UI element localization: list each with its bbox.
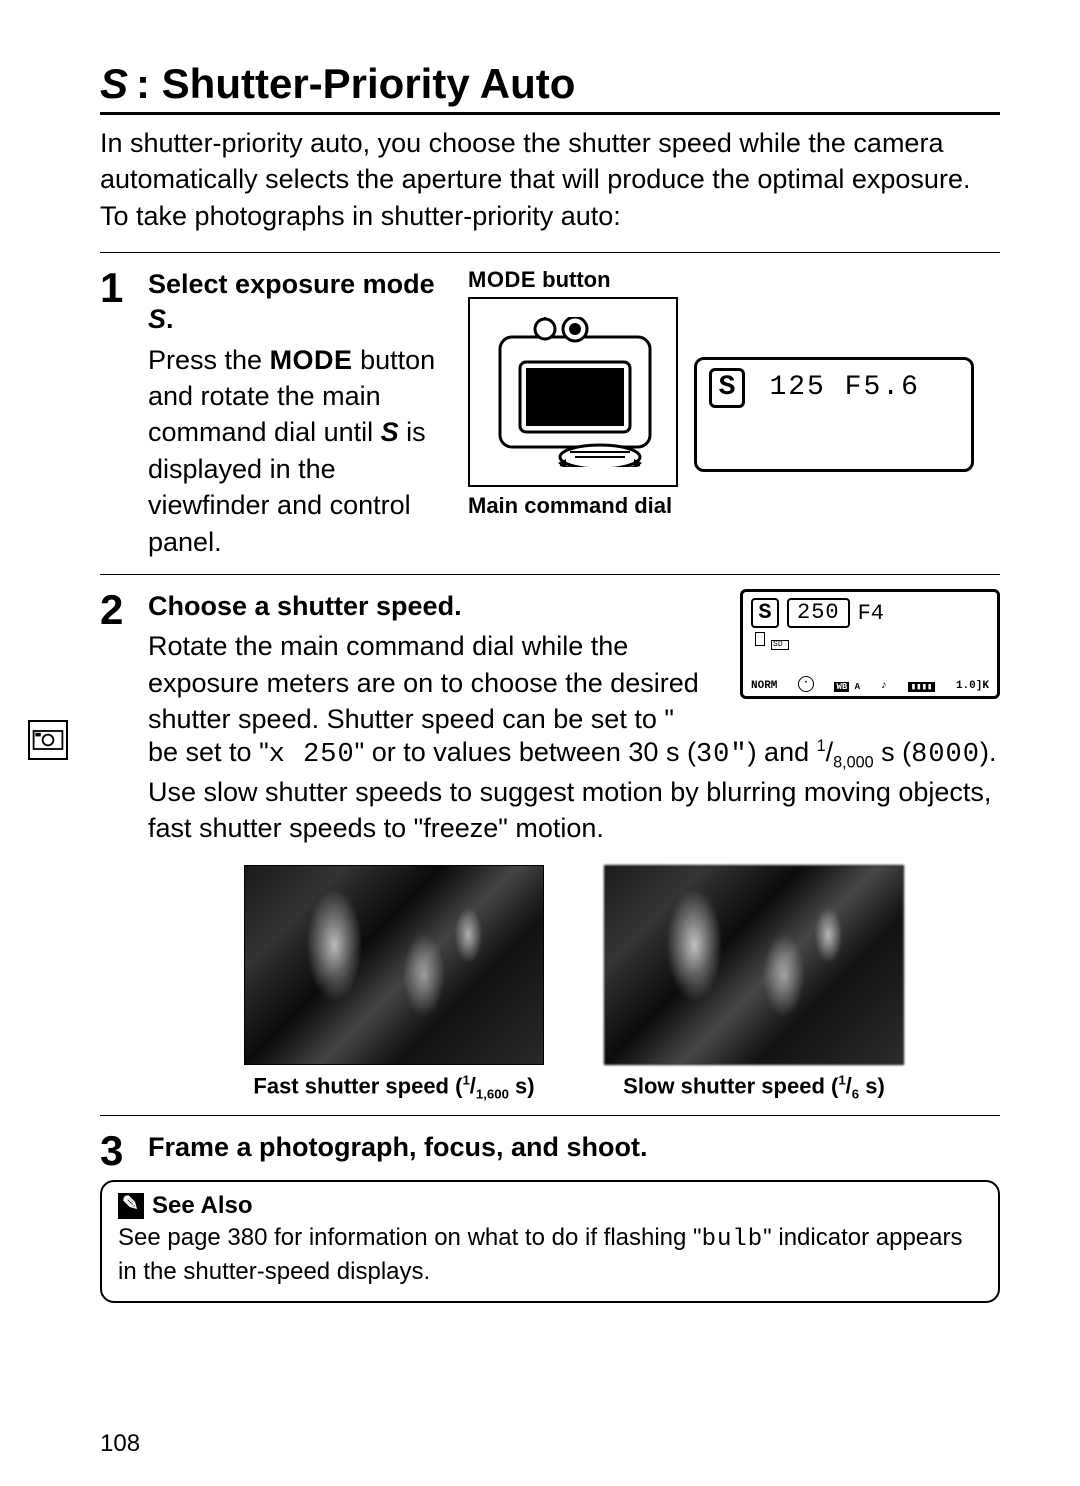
control-panel-lcd-2: S 250 F4 SD NORM · WB A ♪ ▮▮▮▮ 1.0] [740, 589, 1000, 699]
lcd-readout: 125 F5.6 [769, 368, 919, 408]
page-number: 108 [100, 1430, 140, 1458]
step-2-text-a: Rotate the main command dial while the e… [148, 628, 722, 737]
step-2: 2 Choose a shutter speed. Rotate the mai… [100, 574, 1000, 1101]
see-also-text: See page 380 for information on what to … [118, 1222, 982, 1286]
step-3-number: 3 [100, 1130, 134, 1172]
see-also-heading: See Also [118, 1192, 982, 1220]
control-panel-lcd: S 125 F5.6 [694, 357, 974, 472]
slow-shutter-caption: Slow shutter speed (1/6 s) [604, 1073, 904, 1102]
mode-s-glyph: S [100, 60, 128, 108]
section-tab-icon [28, 720, 68, 760]
lcd2-wb: WB A [834, 682, 860, 692]
slow-shutter-photo [604, 865, 904, 1065]
camera-diagram [468, 297, 678, 487]
lcd-mode-indicator: S [709, 368, 745, 408]
title-text: : Shutter-Priority Auto [136, 60, 575, 108]
step-3-heading: Frame a photograph, focus, and shoot. [148, 1132, 648, 1162]
lcd2-mode: S [751, 598, 779, 628]
lcd2-frames: 1.0]K [956, 680, 989, 692]
step-2-number: 2 [100, 589, 134, 1101]
mode-button-label: MODE button [468, 267, 1000, 293]
example-photos: Fast shutter speed (1/1,600 s) Slow shut… [148, 865, 1000, 1102]
intro-paragraph: In shutter-priority auto, you choose the… [100, 125, 1000, 234]
step-2-heading: Choose a shutter speed. [148, 591, 462, 621]
lcd2-aperture: F4 [858, 601, 884, 626]
step-2-text-b: be set to "x 250" or to values between 3… [148, 734, 1000, 847]
step-1-heading: Select exposure mode S. [148, 269, 435, 334]
note-icon [118, 1193, 144, 1219]
step-3: 3 Frame a photograph, focus, and shoot. … [100, 1115, 1000, 1302]
page-title: S : Shutter-Priority Auto [100, 60, 1000, 115]
lcd2-norm: NORM [751, 680, 777, 692]
fast-shutter-caption: Fast shutter speed (1/1,600 s) [244, 1073, 544, 1102]
lcd2-shutter: 250 [787, 598, 850, 628]
step-1-number: 1 [100, 267, 134, 560]
step-1-text: Press the MODE button and rotate the mai… [148, 342, 448, 561]
fast-shutter-photo [244, 865, 544, 1065]
step-1: 1 Select exposure mode S. Press the MODE… [100, 252, 1000, 560]
main-dial-label: Main command dial [468, 493, 1000, 519]
see-also-box: See Also See page 380 for information on… [100, 1180, 1000, 1302]
lcd2-sd: SD [755, 632, 789, 650]
